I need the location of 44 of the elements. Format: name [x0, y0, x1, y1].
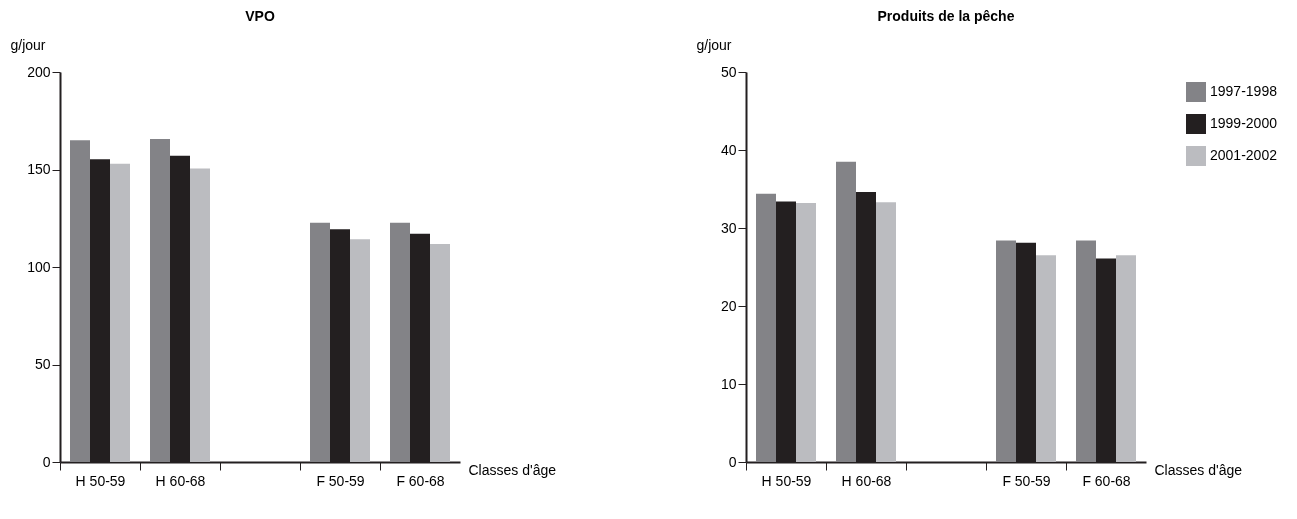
legend-label: 2001-2002: [1210, 147, 1278, 163]
x-tick-label: F 60-68: [396, 472, 445, 489]
y-tick-label: 0: [728, 453, 737, 470]
chart-title: Produits de la pêche: [877, 8, 1015, 24]
bar: [756, 193, 776, 462]
x-tick-label: H 50-59: [761, 472, 812, 489]
bar: [796, 203, 816, 462]
bar: [1116, 255, 1136, 462]
x-axis-title: Classes d'âge: [1154, 461, 1243, 478]
y-tick-label: 0: [42, 453, 51, 470]
y-tick-label: 100: [27, 258, 51, 275]
y-axis-title: g/jour: [10, 36, 46, 53]
x-tick-label: H 50-59: [75, 472, 126, 489]
bar: [1036, 255, 1056, 462]
y-tick-label: 40: [720, 141, 737, 158]
y-tick-label: 200: [27, 63, 51, 80]
chart-title: VPO: [245, 8, 275, 24]
bar: [996, 240, 1016, 462]
y-axis-title: g/jour: [696, 36, 732, 53]
x-tick-label: H 60-68: [155, 472, 206, 489]
bar: [190, 168, 210, 462]
x-tick-label: F 60-68: [1082, 472, 1131, 489]
bar: [350, 239, 370, 462]
y-tick-label: 150: [27, 161, 51, 177]
bar: [310, 222, 330, 462]
y-tick-label: 10: [720, 375, 737, 392]
legend-label: 1999-2000: [1210, 115, 1278, 131]
bar: [430, 243, 450, 462]
y-tick-label: 50: [34, 356, 51, 372]
bar: [1076, 240, 1096, 462]
bar: [110, 163, 130, 462]
x-axis-title: Classes d'âge: [468, 461, 557, 478]
legend-label: 1997-1998: [1210, 83, 1278, 99]
x-tick-label: F 50-59: [1002, 472, 1051, 489]
bar: [836, 161, 856, 462]
x-tick-label: F 50-59: [316, 472, 365, 489]
y-tick-label: 30: [720, 219, 737, 236]
y-tick-label: 50: [720, 63, 737, 80]
bar: [876, 202, 896, 462]
y-tick-label: 20: [720, 297, 737, 314]
bar: [390, 222, 410, 462]
bar: [70, 140, 90, 462]
bar: [150, 139, 170, 462]
x-tick-label: H 60-68: [841, 472, 892, 489]
